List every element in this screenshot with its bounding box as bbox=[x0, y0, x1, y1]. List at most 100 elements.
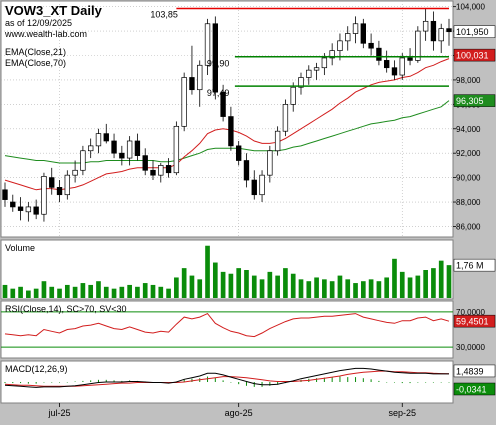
candle-body bbox=[49, 177, 55, 188]
volume-bar bbox=[446, 265, 452, 298]
ema70-polyline bbox=[4, 100, 450, 164]
rsi-last-badge-box bbox=[453, 314, 496, 328]
rsi-y-tick-label: 30,0000 bbox=[456, 343, 485, 352]
candle-body bbox=[274, 130, 281, 152]
volume-bar bbox=[392, 258, 397, 298]
candle-body bbox=[235, 145, 242, 161]
candle-body bbox=[189, 77, 195, 91]
volume-bar bbox=[244, 270, 249, 298]
candle-body bbox=[282, 103, 289, 132]
macd-hist-bar bbox=[59, 382, 61, 383]
candle-body bbox=[306, 69, 312, 78]
candle-body bbox=[407, 57, 413, 61]
ema21-line bbox=[4, 58, 450, 191]
macd-hist-bar bbox=[347, 377, 349, 382]
candle-body bbox=[243, 160, 250, 181]
macd-hist-bar bbox=[355, 377, 357, 382]
rsi-title: RSI(Close,14), SC>70, SV<30 bbox=[5, 304, 127, 314]
candle-body bbox=[313, 67, 320, 71]
candle-body bbox=[17, 206, 24, 211]
resistance-label: 103,85 bbox=[150, 9, 178, 19]
volume-bar bbox=[431, 268, 436, 298]
volume-bar bbox=[220, 271, 226, 298]
x-tick-label: jul-25 bbox=[48, 408, 71, 418]
volume-last-badge: 1,76 M bbox=[453, 258, 496, 272]
macd-hist-bar bbox=[222, 380, 224, 382]
candle-body bbox=[352, 23, 359, 34]
volume-bar bbox=[322, 279, 327, 298]
ema21-legend: EMA(Close,21) bbox=[5, 47, 66, 57]
macd-hist-bar bbox=[191, 378, 193, 382]
macd-hist-bar bbox=[339, 376, 341, 382]
macd-hist-bar bbox=[316, 378, 318, 382]
volume-bar bbox=[368, 279, 374, 298]
macd-hist-bar bbox=[432, 382, 434, 383]
macd-signal-polyline bbox=[4, 370, 450, 387]
support-label: 97,49 bbox=[207, 88, 230, 98]
candle-body bbox=[95, 133, 102, 147]
candle-body bbox=[415, 30, 421, 61]
volume-panel: Volume 1,76 M bbox=[0, 239, 496, 300]
price-y-tick-label: 88,000 bbox=[456, 198, 481, 207]
volume-bar bbox=[103, 286, 109, 298]
ema21-last-badge-label: 100,031 bbox=[456, 51, 489, 61]
candle-body bbox=[438, 28, 444, 42]
candle-body bbox=[134, 140, 141, 156]
macd-hist-bar bbox=[12, 382, 14, 384]
candle-body bbox=[360, 23, 367, 44]
volume-bar bbox=[135, 286, 140, 298]
candle-body bbox=[87, 145, 94, 152]
macd-hist-bar bbox=[425, 382, 427, 383]
macd-hist-bar bbox=[448, 382, 450, 383]
macd-hist-bar bbox=[238, 382, 240, 385]
macd-hist-bar bbox=[97, 379, 99, 382]
volume-bar bbox=[158, 286, 164, 298]
volume-bar bbox=[384, 277, 390, 298]
macd-hist-bar bbox=[440, 382, 442, 383]
candle-body bbox=[329, 50, 335, 59]
last-price-badge-box bbox=[453, 25, 496, 38]
volume-bar bbox=[267, 271, 273, 298]
volume-bar bbox=[259, 279, 265, 298]
macd-hist-bar bbox=[51, 382, 53, 383]
price-gridlines bbox=[1, 1, 453, 237]
macd-last-badge-label: 1,4839 bbox=[456, 366, 484, 376]
price-last-badges: 101,950 100,031 96,305 bbox=[453, 25, 496, 107]
volume-bar bbox=[2, 284, 8, 298]
volume-bar bbox=[119, 286, 125, 298]
macd-hist-bar bbox=[386, 382, 388, 383]
candle-body bbox=[126, 140, 133, 159]
candle-body bbox=[376, 47, 382, 61]
candle-body bbox=[72, 169, 78, 176]
price-y-tick-label: 98,000 bbox=[456, 76, 481, 85]
macd-last-badge-box bbox=[453, 364, 496, 378]
volume-bar bbox=[189, 275, 195, 298]
volume-last-badge-label: 1,76 M bbox=[456, 261, 484, 271]
macd-hist-bar bbox=[90, 380, 92, 382]
price-panel: 86,00088,00090,00092,00094,00096,00098,0… bbox=[0, 0, 496, 238]
volume-bar bbox=[399, 271, 405, 298]
candle-body bbox=[150, 169, 156, 176]
macd-hist-bar bbox=[113, 380, 115, 382]
candle-body bbox=[422, 20, 429, 32]
price-y-tick-label: 104,000 bbox=[456, 3, 485, 12]
volume-bars bbox=[2, 245, 452, 298]
last-price-badge-label: 101,950 bbox=[456, 27, 489, 37]
macd-hist-bar bbox=[277, 382, 279, 385]
volume-bar bbox=[111, 288, 117, 298]
volume-bar bbox=[205, 245, 210, 298]
candle-body bbox=[111, 140, 117, 154]
candle-body bbox=[321, 57, 328, 69]
volume-bar bbox=[142, 283, 148, 298]
macd-hist-last-badge-label: -0,0341 bbox=[456, 385, 487, 395]
macd-hist-bar bbox=[401, 382, 403, 384]
rsi-line bbox=[4, 312, 450, 338]
volume-bar bbox=[228, 273, 234, 298]
volume-bar bbox=[283, 268, 288, 298]
volume-bar bbox=[41, 281, 47, 298]
macd-hist-bar bbox=[417, 382, 419, 383]
volume-bar bbox=[329, 281, 335, 298]
chart-title: VOW3_XT Daily bbox=[5, 3, 103, 18]
